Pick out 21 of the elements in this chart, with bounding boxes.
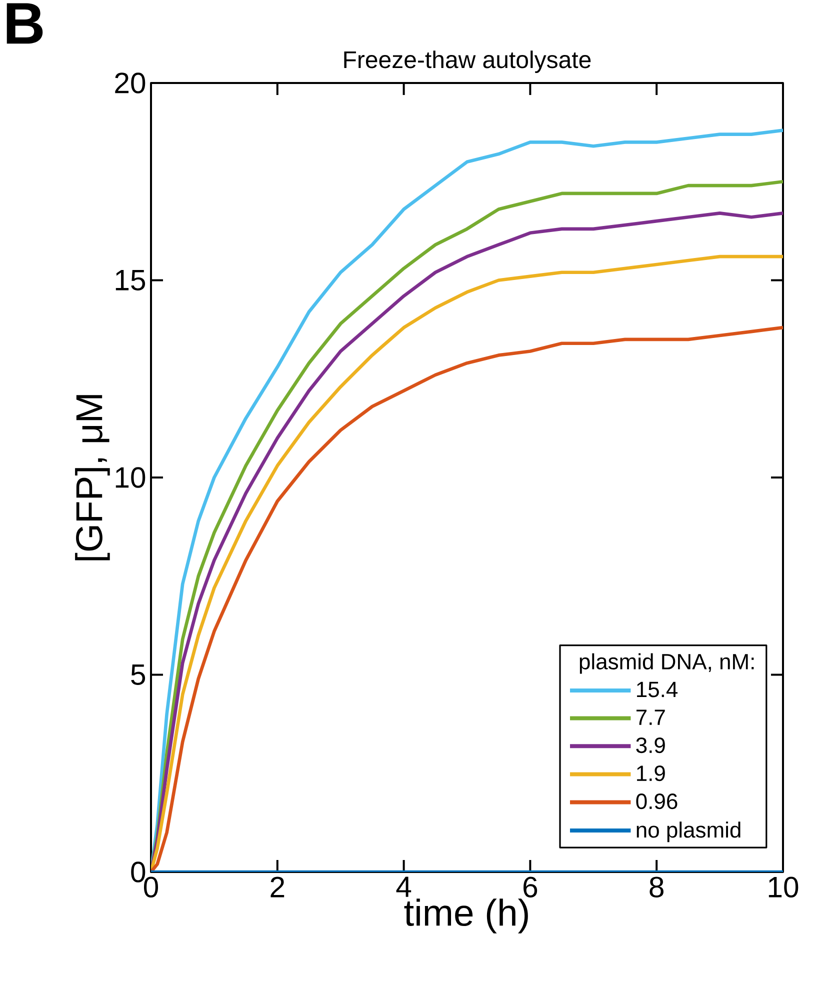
legend-label: 3.9: [636, 737, 665, 754]
legend-label: 1.9: [637, 766, 665, 782]
y-tick-label: 10: [116, 467, 146, 488]
x-tick-label: 10: [768, 876, 798, 898]
y-tick-label: 15: [116, 270, 146, 290]
chart-title: Freeze-thaw autolysate: [344, 50, 591, 73]
legend-label: no plasmid: [636, 822, 740, 842]
x-tick-label: 8: [650, 876, 664, 898]
y-tick-label: 0: [131, 862, 146, 882]
x-tick-label: 2: [270, 876, 284, 898]
legend-label: 7.7: [636, 710, 665, 725]
y-tick-label: 20: [115, 72, 146, 94]
x-tick-label: 4: [396, 876, 412, 897]
legend-label: 0.96: [636, 794, 678, 810]
legend-title: plasmid DNA, nM:: [580, 653, 754, 674]
legend-label: 15.4: [637, 682, 678, 698]
text: B: [6, 3, 43, 44]
y-tick-label: 5: [131, 664, 146, 685]
x-axis-title: time (h): [404, 898, 528, 934]
x-tick-label: 6: [524, 876, 538, 898]
y-axis-title: [GFP], μM: [75, 395, 110, 560]
